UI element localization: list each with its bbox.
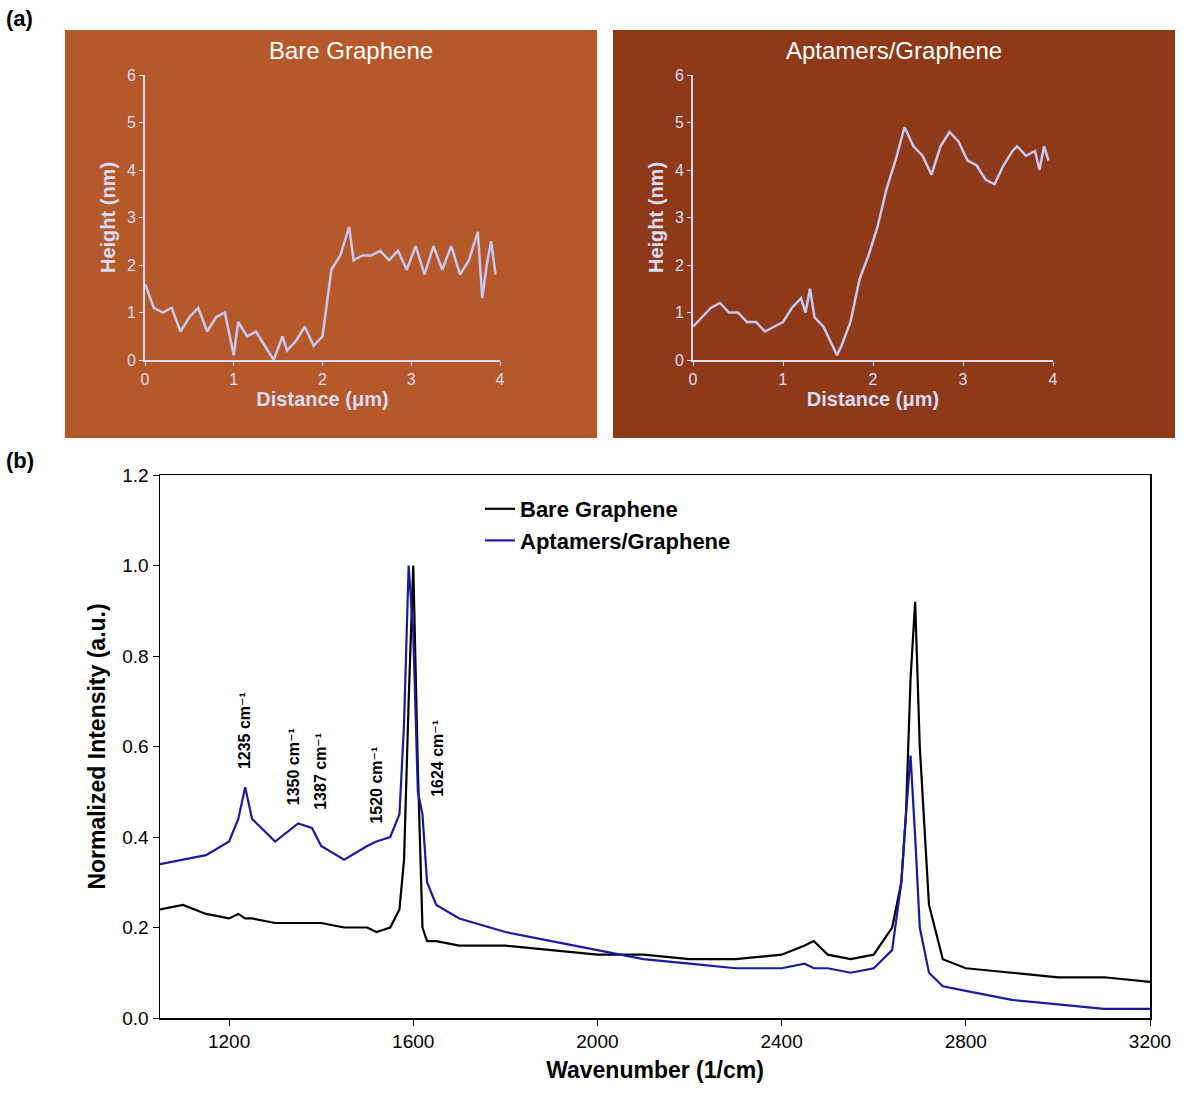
svg-text:Height (nm): Height (nm) <box>97 162 119 273</box>
svg-text:3: 3 <box>675 209 684 226</box>
svg-text:1.0: 1.0 <box>122 555 148 576</box>
svg-text:Aptamers/Graphene: Aptamers/Graphene <box>786 37 1002 64</box>
svg-text:1200: 1200 <box>208 1031 250 1052</box>
svg-text:0.2: 0.2 <box>122 917 148 938</box>
svg-text:1: 1 <box>127 304 136 321</box>
svg-text:0.6: 0.6 <box>122 736 148 757</box>
svg-text:Height (nm): Height (nm) <box>645 162 667 273</box>
svg-text:3200: 3200 <box>1129 1031 1171 1052</box>
svg-text:0.4: 0.4 <box>122 827 149 848</box>
svg-text:2400: 2400 <box>760 1031 802 1052</box>
svg-text:(b): (b) <box>6 448 34 473</box>
svg-text:(a): (a) <box>6 6 33 31</box>
svg-text:0: 0 <box>689 371 698 388</box>
svg-text:2: 2 <box>675 257 684 274</box>
svg-text:2: 2 <box>869 371 878 388</box>
svg-text:3: 3 <box>959 371 968 388</box>
svg-text:Bare Graphene: Bare Graphene <box>269 37 433 64</box>
svg-text:4: 4 <box>496 371 505 388</box>
svg-text:1387 cm⁻¹: 1387 cm⁻¹ <box>312 733 329 810</box>
svg-text:Distance (μm): Distance (μm) <box>807 388 939 410</box>
svg-text:0.0: 0.0 <box>122 1008 148 1029</box>
svg-text:3: 3 <box>407 371 416 388</box>
svg-text:1: 1 <box>779 371 788 388</box>
svg-text:1235 cm⁻¹: 1235 cm⁻¹ <box>236 692 253 769</box>
svg-text:1.2: 1.2 <box>122 465 148 486</box>
svg-text:1: 1 <box>229 371 238 388</box>
svg-text:1600: 1600 <box>392 1031 434 1052</box>
svg-text:Normalized Intensity (a.u.): Normalized Intensity (a.u.) <box>84 603 110 889</box>
svg-text:Distance (μm): Distance (μm) <box>256 388 388 410</box>
svg-text:0: 0 <box>127 352 136 369</box>
svg-text:0.8: 0.8 <box>122 646 148 667</box>
svg-text:4: 4 <box>1049 371 1058 388</box>
svg-text:Aptamers/Graphene: Aptamers/Graphene <box>520 529 730 554</box>
svg-text:2800: 2800 <box>945 1031 987 1052</box>
svg-text:1350 cm⁻¹: 1350 cm⁻¹ <box>285 728 302 805</box>
svg-text:1624 cm⁻¹: 1624 cm⁻¹ <box>429 720 446 797</box>
svg-text:4: 4 <box>675 162 684 179</box>
svg-text:2: 2 <box>127 257 136 274</box>
svg-text:0: 0 <box>141 371 150 388</box>
svg-text:2: 2 <box>318 371 327 388</box>
svg-text:Bare Graphene: Bare Graphene <box>520 497 678 522</box>
svg-text:3: 3 <box>127 209 136 226</box>
svg-text:2000: 2000 <box>576 1031 618 1052</box>
svg-text:5: 5 <box>675 114 684 131</box>
svg-text:1520 cm⁻¹: 1520 cm⁻¹ <box>368 747 385 824</box>
svg-text:Wavenumber (1/cm): Wavenumber (1/cm) <box>546 1057 764 1083</box>
svg-text:6: 6 <box>675 67 684 84</box>
svg-text:5: 5 <box>127 114 136 131</box>
svg-text:1: 1 <box>675 304 684 321</box>
svg-text:6: 6 <box>127 67 136 84</box>
svg-text:4: 4 <box>127 162 136 179</box>
svg-text:0: 0 <box>675 352 684 369</box>
